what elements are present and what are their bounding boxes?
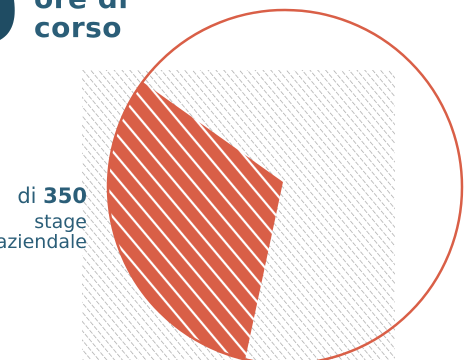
stat-label-line2: stage	[34, 211, 87, 233]
circle-outline	[106, 8, 464, 360]
header-line1: ore di	[34, 0, 128, 14]
stat-prefix: di	[17, 184, 44, 208]
stat-value: 350	[43, 184, 87, 208]
header-blob	[0, 0, 15, 40]
stat-value-line: di 350	[17, 184, 87, 208]
header-line2: corso	[34, 11, 123, 44]
stat-label-line3: aziendale	[0, 231, 87, 253]
